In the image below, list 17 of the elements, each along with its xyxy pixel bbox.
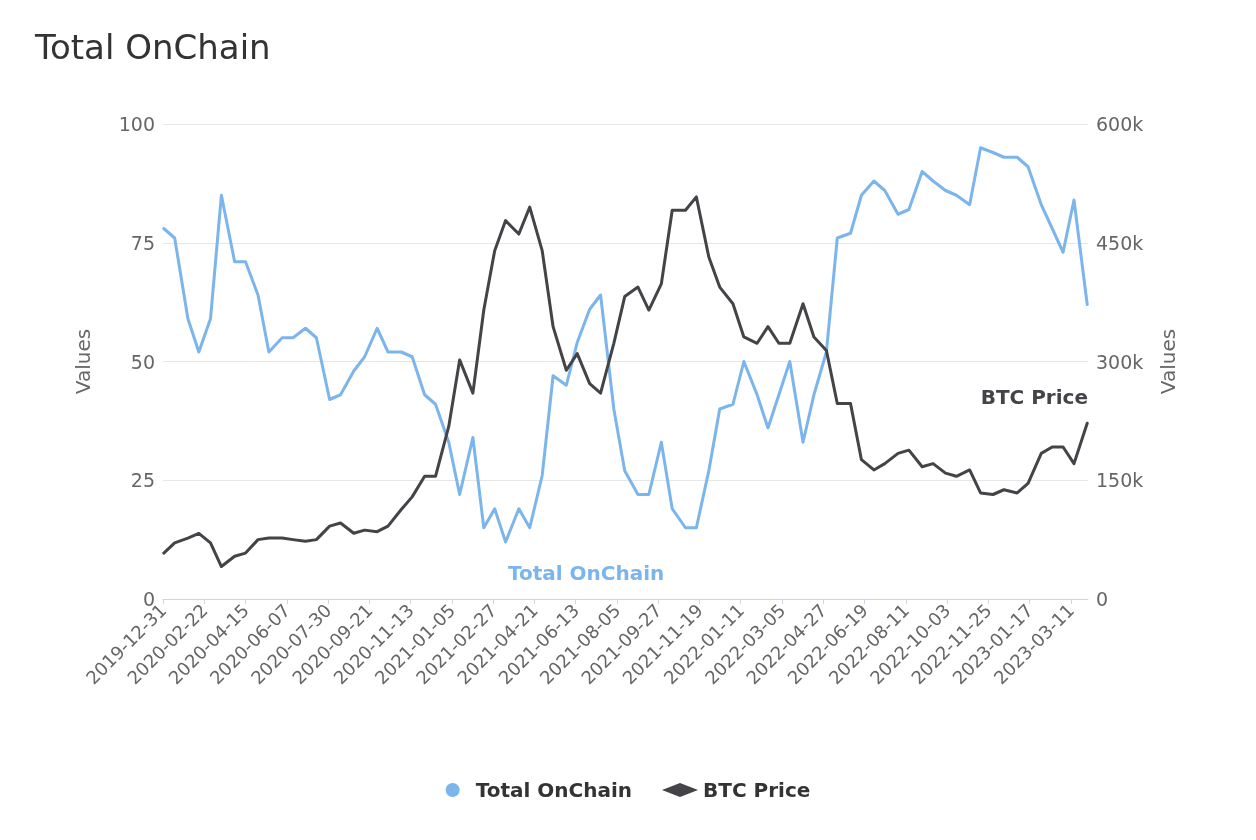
chart-title: Total OnChain (34, 27, 271, 67)
annotation: Total OnChain (508, 561, 665, 585)
y2-tick-label: 450k (1096, 231, 1144, 254)
y-tick-label: 25 (130, 469, 155, 492)
y2-tick-label: 600k (1096, 113, 1144, 135)
y-axis-title: Values (71, 328, 95, 395)
legend-label: BTC Price (703, 778, 811, 802)
line-series (162, 146, 1089, 544)
y2-tick-label: 150k (1096, 469, 1144, 492)
y-tick-label: 75 (130, 231, 155, 254)
y2-tick-label: 300k (1096, 350, 1144, 373)
annotation: BTC Price (980, 385, 1088, 409)
y2-axis-title: Values (1156, 328, 1180, 395)
y-tick-label: 50 (130, 350, 155, 373)
legend-label: Total OnChain (475, 778, 633, 802)
y2-tick-label: 0 (1096, 588, 1109, 610)
y-tick-label: 100 (118, 113, 155, 135)
